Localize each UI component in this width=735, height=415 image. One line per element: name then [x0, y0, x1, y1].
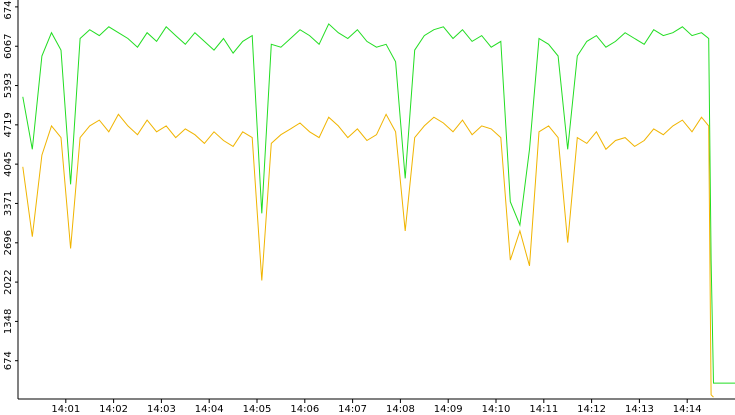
y-tick-label: 3371 — [3, 191, 14, 216]
x-tick-label: 14:02 — [99, 404, 128, 415]
y-tick-label: 2696 — [3, 230, 14, 255]
x-tick-label: 14:10 — [482, 404, 511, 415]
series-line — [22, 113, 714, 398]
y-tick-label: 2022 — [3, 269, 14, 294]
x-tick-label: 14:13 — [625, 404, 654, 415]
x-tick-label: 14:08 — [386, 404, 415, 415]
y-tick-label: 4045 — [3, 151, 14, 176]
x-tick-label: 14:12 — [577, 404, 606, 415]
x-tick-label: 14:03 — [147, 404, 176, 415]
y-tick-label: 6742 — [3, 0, 14, 20]
x-tick-label: 14:01 — [51, 404, 80, 415]
y-tick-label: 674 — [3, 351, 14, 370]
x-tick-label: 14:05 — [243, 404, 272, 415]
x-tick-label: 14:09 — [434, 404, 463, 415]
y-tick-label: 5393 — [3, 73, 14, 98]
x-tick-label: 14:07 — [338, 404, 367, 415]
y-tick-label: 6067 — [3, 34, 14, 59]
x-tick-label: 14:14 — [673, 404, 702, 415]
y-tick-label: 1348 — [3, 309, 14, 334]
y-tick-label: 4719 — [3, 112, 14, 137]
series-line — [22, 23, 735, 384]
x-tick-label: 14:04 — [195, 404, 224, 415]
x-tick-label: 14:06 — [290, 404, 319, 415]
x-tick-label: 14:11 — [529, 404, 558, 415]
